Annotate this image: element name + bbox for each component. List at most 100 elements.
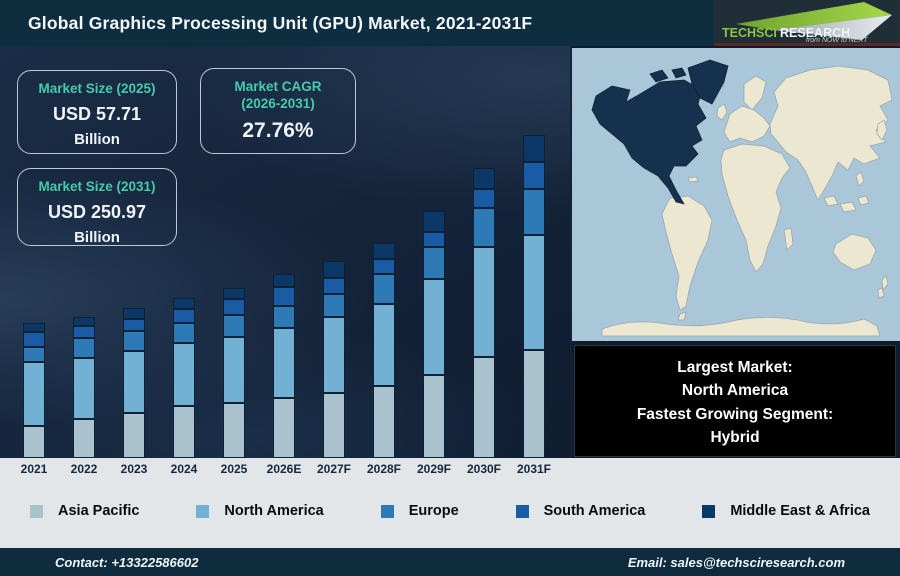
legend-label-north-america: North America: [224, 503, 324, 519]
map-madagascar: [783, 227, 794, 251]
axis-label-2021: 2021: [20, 462, 48, 476]
bar-segment-asia-pacific: [423, 375, 445, 458]
axis-label-2022: 2022: [70, 462, 98, 476]
bar-segment-south-america: [273, 287, 295, 306]
map-baffin-island: [649, 69, 669, 83]
bar-segment-europe: [273, 306, 295, 328]
bar-segment-europe: [423, 247, 445, 279]
bar-segment-north-america: [323, 317, 345, 393]
bar-column-2023: [109, 46, 159, 458]
techsci-logo: TECHSCI RESEARCH from NOW to NEXT: [714, 0, 900, 46]
bar-segment-north-america: [123, 351, 145, 413]
bar-segment-south-america: [373, 259, 395, 274]
stacked-bar-2026e: [273, 274, 295, 458]
map-antarctica: [601, 317, 881, 337]
map-panel: Largest Market: North America Fastest Gr…: [572, 46, 900, 458]
stat-label-line2: (2026-2031): [241, 95, 315, 111]
bar-segment-middle-east-africa: [323, 261, 345, 278]
bar-segment-middle-east-africa: [473, 168, 495, 189]
bar-segment-asia-pacific: [473, 357, 495, 458]
chart-legend: Asia Pacific North America Europe South Ame…: [0, 498, 900, 524]
stacked-bar-2029f: [423, 211, 445, 458]
bar-segment-middle-east-africa: [373, 243, 395, 259]
axis-legend-band: 2021 2022 2023 2024 2025 2026E 2027F 2028F 2029F…: [0, 458, 900, 548]
bar-segment-middle-east-africa: [523, 135, 545, 162]
map-japan: [876, 119, 888, 141]
bar-segment-asia-pacific: [23, 426, 45, 458]
stacked-bar-2023: [123, 308, 145, 458]
bar-segment-south-america: [423, 232, 445, 247]
page-title: Global Graphics Processing Unit (GPU) Ma…: [28, 12, 533, 33]
axis-label-2027f: 2027F: [316, 462, 352, 476]
bar-segment-middle-east-africa: [273, 274, 295, 287]
map-tierra-del-fuego: [677, 311, 687, 321]
map-new-guinea: [857, 195, 870, 206]
callout-largest-market-label: Largest Market:: [677, 359, 793, 376]
bar-segment-north-america: [373, 304, 395, 386]
stacked-bar-2024: [173, 298, 195, 458]
map-greenland: [687, 59, 729, 105]
bar-segment-south-america: [223, 299, 245, 315]
map-new-zealand-2: [877, 287, 885, 299]
stat-label: Market Size (2025): [38, 81, 156, 96]
bar-column-2024: [159, 46, 209, 458]
axis-label-2028f: 2028F: [366, 462, 402, 476]
footer-email: Email: sales@techsciresearch.com: [627, 554, 845, 570]
bar-segment-europe: [73, 338, 95, 358]
bar-segment-middle-east-africa: [23, 323, 45, 332]
bar-segment-north-america: [23, 362, 45, 426]
stat-label: Market Size (2031): [38, 179, 156, 194]
logo-arrow-bottom: [772, 15, 892, 40]
bar-segment-north-america: [473, 247, 495, 357]
legend-swatch-europe: [380, 504, 394, 518]
legend-label-south-america: South America: [543, 503, 646, 519]
stat-value: USD 250.97: [47, 201, 147, 222]
map-new-zealand: [881, 275, 889, 291]
axis-label-2026e: 2026E: [266, 462, 302, 476]
callout-fastest-segment-value: Hybrid: [710, 428, 760, 446]
axis-label-2030f: 2030F: [466, 462, 502, 476]
callout-fastest-segment-label: Fastest Growing Segment:: [636, 405, 834, 423]
map-philippines: [855, 171, 865, 187]
bar-segment-asia-pacific: [123, 413, 145, 458]
bar-segment-south-america: [23, 332, 45, 347]
bar-segment-europe: [523, 189, 545, 235]
stacked-bar-2021: [23, 323, 45, 458]
stat-label: Market CAGR: [234, 79, 322, 94]
stat-value: USD 57.71: [52, 103, 142, 124]
bar-segment-europe: [123, 331, 145, 351]
legend-item-south-america: South America: [515, 503, 646, 519]
legend-item-europe: Europe: [380, 503, 459, 519]
bars-area: [9, 46, 559, 458]
axis-label-2023: 2023: [120, 462, 148, 476]
bar-segment-asia-pacific: [173, 406, 195, 458]
map-north-america-highlight: [591, 79, 707, 205]
bar-segment-asia-pacific: [273, 398, 295, 458]
legend-swatch-asia-pacific: [30, 504, 43, 518]
map-indonesia-2: [839, 201, 857, 213]
bar-segment-europe: [373, 274, 395, 304]
map-arctic-islands: [671, 67, 687, 79]
stat-unit: Billion: [74, 228, 120, 246]
title-bar: Global Graphics Processing Unit (GPU) Ma…: [0, 0, 900, 46]
bar-segment-north-america: [523, 235, 545, 350]
logo-arrow-top: [736, 2, 892, 30]
legend-label-middle-east-africa: Middle East & Africa: [730, 503, 870, 519]
bar-segment-asia-pacific: [523, 350, 545, 458]
stat-box-market-size-2031: Market Size (2031) USD 250.97 Billion: [17, 168, 177, 246]
stat-box-market-size-2025: Market Size (2025) USD 57.71 Billion: [17, 70, 177, 154]
stacked-bar-2028f: [373, 243, 395, 458]
bar-column-2028f: [359, 46, 409, 458]
bar-segment-south-america: [323, 278, 345, 294]
x-axis-labels: 2021 2022 2023 2024 2025 2026E 2027F 2028F 2029F…: [9, 458, 559, 480]
world-map: [572, 48, 900, 341]
bar-column-2025: [209, 46, 259, 458]
stacked-bar-2031f: [523, 135, 545, 458]
map-south-america: [661, 195, 713, 311]
legend-label-europe: Europe: [408, 503, 459, 519]
bar-segment-south-america: [523, 162, 545, 189]
stacked-bar-2022: [73, 317, 95, 458]
bar-segment-middle-east-africa: [423, 211, 445, 232]
bar-segment-middle-east-africa: [73, 317, 95, 326]
